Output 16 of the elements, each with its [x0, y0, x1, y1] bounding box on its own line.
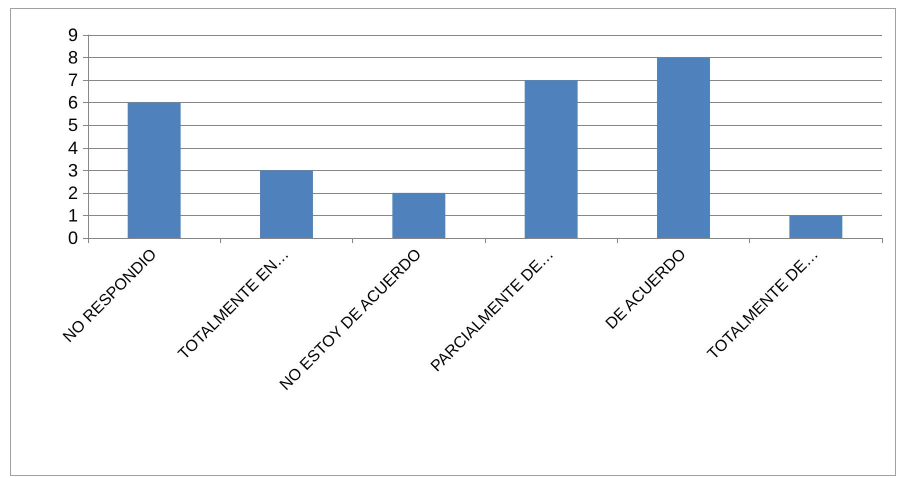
bar — [524, 80, 578, 238]
bar — [789, 215, 842, 238]
y-tick-label: 8 — [68, 48, 78, 68]
bar — [657, 58, 710, 238]
y-tick-label: 2 — [68, 182, 78, 203]
y-tick-label: 1 — [68, 205, 78, 226]
y-tick-label: 4 — [68, 138, 78, 158]
y-tick-label: 6 — [68, 92, 78, 113]
y-tick-label: 9 — [68, 25, 78, 45]
bar — [392, 192, 446, 238]
y-tick-label: 0 — [68, 228, 78, 248]
y-tick-label: 3 — [68, 160, 78, 180]
bar — [260, 170, 313, 238]
bar — [128, 102, 181, 238]
y-tick-label: 7 — [68, 70, 78, 90]
y-tick-label: 5 — [68, 115, 78, 136]
